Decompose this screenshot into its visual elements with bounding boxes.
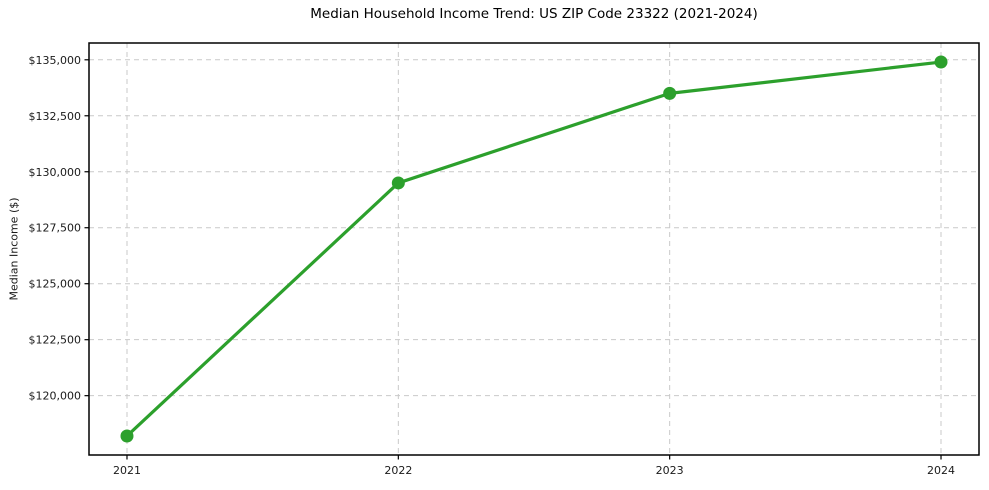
y-tick-label: $125,000 [29,278,82,291]
y-tick-label: $127,500 [29,222,82,235]
data-point-2021 [120,429,134,443]
y-tick-label: $132,500 [29,110,82,123]
plot-border [88,42,980,456]
x-tick-label: 2022 [384,464,412,477]
x-tick-label: 2023 [656,464,684,477]
chart-title: Median Household Income Trend: US ZIP Co… [310,6,758,22]
x-tick-label: 2021 [113,464,141,477]
data-point-2023 [663,86,677,100]
y-tick-label: $120,000 [29,390,82,403]
x-tick-label: 2024 [927,464,955,477]
trend-line [125,60,943,438]
data-point-2024 [934,55,948,69]
y-tick-label: $135,000 [29,54,82,67]
y-tick-label: $130,000 [29,166,82,179]
y-tick-label: $122,500 [29,334,82,347]
data-point-2022 [391,176,405,190]
